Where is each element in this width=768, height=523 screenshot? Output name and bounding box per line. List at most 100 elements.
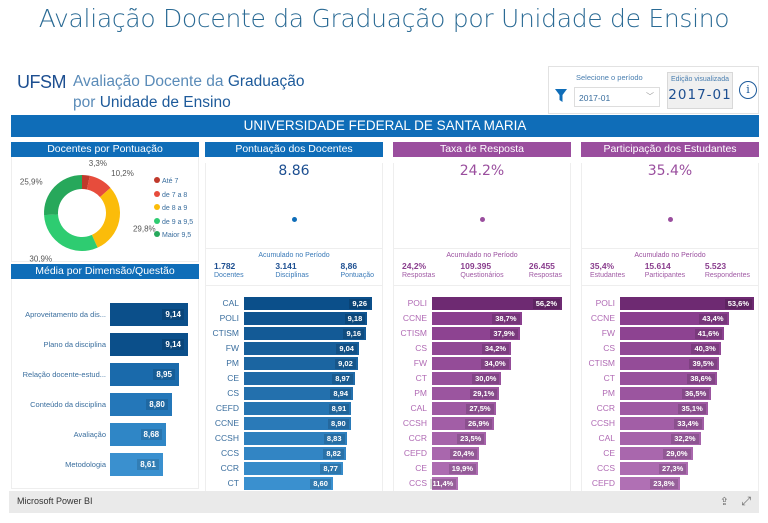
- bar[interactable]: 29,0%: [620, 447, 693, 460]
- bar[interactable]: 9,02: [244, 357, 358, 370]
- dimension-row[interactable]: Avaliação 8,68: [12, 423, 202, 447]
- bar-row[interactable]: CS 40,3%: [603, 342, 754, 356]
- share-icon[interactable]: ⇪: [719, 496, 729, 508]
- legend-item[interactable]: de 7 a 8: [154, 189, 193, 203]
- bar-row[interactable]: CCNE 38,7%: [403, 312, 562, 326]
- bar[interactable]: 27,3%: [620, 462, 689, 475]
- bar[interactable]: 33,4%: [620, 417, 704, 430]
- bar[interactable]: 37,9%: [432, 327, 520, 340]
- bar[interactable]: 9,26: [244, 297, 372, 310]
- legend-item[interactable]: de 9 a 9,5: [154, 216, 193, 230]
- bar-row[interactable]: CE 8,97: [227, 372, 372, 386]
- dimension-bar[interactable]: 8,68: [110, 423, 167, 446]
- bar[interactable]: 8,83: [244, 432, 347, 445]
- donut-slice[interactable]: [44, 214, 98, 251]
- legend-item[interactable]: de 8 a 9: [154, 202, 193, 216]
- donut-slice[interactable]: [91, 187, 120, 248]
- bar-row[interactable]: CCSH 33,4%: [591, 417, 754, 431]
- dimension-row[interactable]: Relação docente-estud... 8,95: [12, 363, 202, 387]
- bar-row[interactable]: CCR 8,77: [221, 462, 372, 476]
- bar[interactable]: 36,5%: [620, 387, 712, 400]
- dimension-bar[interactable]: 8,95: [110, 363, 179, 386]
- bar-row[interactable]: CTISM 39,5%: [589, 357, 754, 371]
- dimension-bar[interactable]: 9,14: [110, 303, 188, 326]
- bar[interactable]: 8,91: [244, 402, 352, 415]
- bar-row[interactable]: CT 30,0%: [416, 372, 562, 386]
- fullscreen-icon[interactable]: ⤢: [741, 494, 751, 508]
- donut-slice[interactable]: [82, 175, 90, 190]
- bar-row[interactable]: FW 41,6%: [602, 327, 754, 341]
- bar-row[interactable]: CCSH 26,9%: [403, 417, 562, 431]
- bar-row[interactable]: CS 34,2%: [415, 342, 562, 356]
- bar[interactable]: 9,04: [244, 342, 359, 355]
- bar-row[interactable]: POLI 56,2%: [408, 297, 562, 311]
- bar-row[interactable]: CCR 35,1%: [597, 402, 754, 416]
- bar-row[interactable]: POLI 53,6%: [596, 297, 754, 311]
- bar[interactable]: 11,4%: [429, 477, 459, 490]
- bar-row[interactable]: CT 38,6%: [604, 372, 754, 386]
- legend-item[interactable]: Até 7: [154, 175, 193, 189]
- bar[interactable]: 53,6%: [620, 297, 754, 310]
- legend-item[interactable]: Maior 9,5: [154, 229, 193, 243]
- bar[interactable]: 9,16: [244, 327, 367, 340]
- bar[interactable]: 8,77: [244, 462, 343, 475]
- bar-row[interactable]: CTISM 9,16: [213, 327, 372, 341]
- period-select[interactable]: 2017-01 ﹀: [574, 87, 660, 107]
- bar-row[interactable]: CE 29,0%: [603, 447, 754, 461]
- bar-row[interactable]: CCR 23,5%: [409, 432, 562, 446]
- bar[interactable]: 29,1%: [432, 387, 500, 400]
- bar[interactable]: 8,90: [244, 417, 351, 430]
- dimension-row[interactable]: Metodologia 8,61: [12, 453, 202, 477]
- bar-row[interactable]: FW 34,0%: [414, 357, 562, 371]
- bar[interactable]: 20,4%: [432, 447, 480, 460]
- bar-row[interactable]: CEFD 20,4%: [404, 447, 562, 461]
- bar-row[interactable]: CCNE 8,90: [215, 417, 372, 431]
- bar[interactable]: 39,5%: [620, 357, 719, 370]
- bar[interactable]: 8,97: [244, 372, 355, 385]
- bar[interactable]: 34,0%: [432, 357, 511, 370]
- bar-row[interactable]: CCS 27,3%: [597, 462, 754, 476]
- bar-row[interactable]: CCNE 43,4%: [591, 312, 754, 326]
- bar-row[interactable]: PM 9,02: [226, 357, 372, 371]
- bar-row[interactable]: CCS 11,4%: [409, 477, 562, 491]
- bar-row[interactable]: CE 19,9%: [415, 462, 562, 476]
- bar-row[interactable]: PM 36,5%: [602, 387, 754, 401]
- bar-row[interactable]: CCS 8,82: [221, 447, 372, 461]
- bar[interactable]: 9,18: [244, 312, 368, 325]
- dimension-row[interactable]: Aproveitamento da dis... 9,14: [12, 303, 202, 327]
- bar[interactable]: 8,82: [244, 447, 346, 460]
- bar-row[interactable]: CS 8,94: [227, 387, 372, 401]
- bar[interactable]: 23,5%: [432, 432, 487, 445]
- info-icon[interactable]: i: [739, 81, 757, 99]
- bar-row[interactable]: CEFD 23,8%: [592, 477, 754, 491]
- bar[interactable]: 32,2%: [620, 432, 701, 445]
- bar[interactable]: 34,2%: [432, 342, 512, 355]
- dimension-row[interactable]: Conteúdo da disciplina 8,80: [12, 393, 202, 417]
- bar-row[interactable]: CAL 32,2%: [598, 432, 754, 446]
- bar[interactable]: 8,60: [244, 477, 333, 490]
- bar[interactable]: 40,3%: [620, 342, 721, 355]
- bar[interactable]: 41,6%: [620, 327, 724, 340]
- bar[interactable]: 43,4%: [620, 312, 729, 325]
- dimension-bar[interactable]: 8,61: [110, 453, 163, 476]
- bar[interactable]: 19,9%: [432, 462, 479, 475]
- bar[interactable]: 35,1%: [620, 402, 708, 415]
- bar-row[interactable]: CT 8,60: [228, 477, 372, 491]
- bar-row[interactable]: CAL 9,26: [222, 297, 372, 311]
- bar-row[interactable]: CEFD 8,91: [216, 402, 372, 416]
- bar[interactable]: 26,9%: [432, 417, 495, 430]
- donut-slice[interactable]: [44, 175, 82, 216]
- bar-row[interactable]: POLI 9,18: [220, 312, 372, 326]
- bar[interactable]: 56,2%: [432, 297, 562, 310]
- bar-row[interactable]: CCSH 8,83: [215, 432, 372, 446]
- dimension-row[interactable]: Plano da disciplina 9,14: [12, 333, 202, 357]
- dimension-bar[interactable]: 9,14: [110, 333, 188, 356]
- bar-row[interactable]: CAL 27,5%: [410, 402, 562, 416]
- bar-row[interactable]: PM 29,1%: [414, 387, 562, 401]
- bar-row[interactable]: FW 9,04: [226, 342, 372, 356]
- powerbi-brand-link[interactable]: Microsoft Power BI: [17, 496, 93, 506]
- bar[interactable]: 27,5%: [432, 402, 496, 415]
- bar[interactable]: 38,6%: [620, 372, 717, 385]
- bar[interactable]: 38,7%: [432, 312, 522, 325]
- bar[interactable]: 23,8%: [620, 477, 680, 490]
